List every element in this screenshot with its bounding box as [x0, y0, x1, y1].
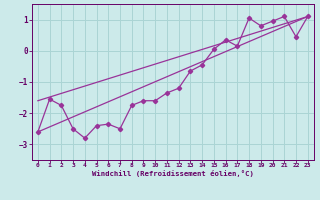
X-axis label: Windchill (Refroidissement éolien,°C): Windchill (Refroidissement éolien,°C) — [92, 170, 254, 177]
